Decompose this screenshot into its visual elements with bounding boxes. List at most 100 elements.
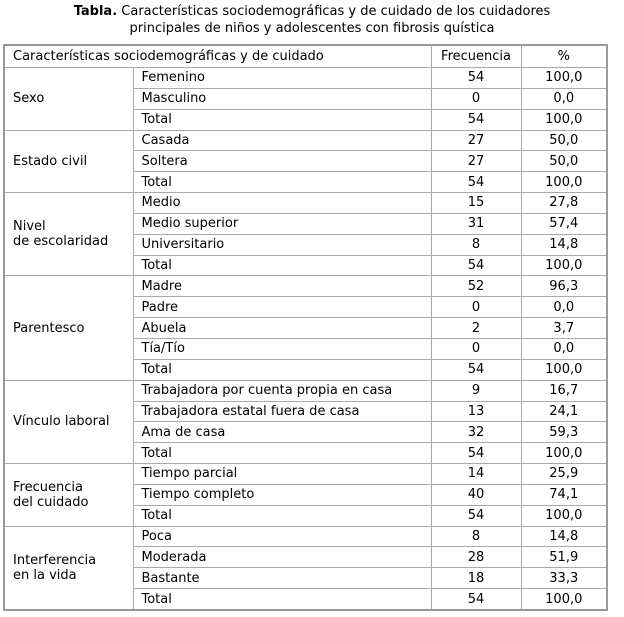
- group-cell: Nivel de escolaridad: [3, 192, 134, 277]
- data-row: Interferencia en la vida Poca 8 14,8: [3, 525, 608, 611]
- percent-cell: 100,0: [520, 358, 608, 381]
- header-cell: %: [520, 44, 608, 68]
- item-cell: Tía/Tío: [132, 337, 432, 360]
- percent-cell: 51,9: [520, 546, 608, 569]
- frequency-cell: 54: [430, 171, 522, 194]
- group-cell: Sexo: [3, 67, 134, 131]
- group-label: de escolaridad: [13, 234, 109, 250]
- data-row: Nivel de escolaridad Medio 15 27,8: [3, 192, 608, 277]
- item-cell: Moderada: [132, 546, 432, 569]
- percent-cell: 14,8: [520, 525, 608, 548]
- frequency-cell: 31: [430, 212, 522, 235]
- group-cell: Interferencia en la vida: [3, 525, 134, 611]
- percent-cell: 0,0: [520, 337, 608, 360]
- item-cell: Total: [132, 171, 432, 194]
- frequency-cell: 15: [430, 192, 522, 214]
- frequency-cell: 14: [430, 463, 522, 485]
- data-row: Parentesco Madre 52 96,3: [3, 275, 608, 381]
- frequency-cell: 54: [430, 504, 522, 527]
- title-line: principales de niños y adolescentes con …: [129, 21, 495, 36]
- item-cell: Soltera: [132, 150, 432, 173]
- item-cell: Casada: [132, 129, 432, 152]
- percent-cell: 14,8: [520, 233, 608, 256]
- percent-cell: 100,0: [520, 588, 608, 611]
- percent-cell: 27,8: [520, 192, 608, 214]
- item-cell: Tiempo parcial: [132, 463, 432, 485]
- frequency-cell: 54: [430, 67, 522, 89]
- percent-cell: 50,0: [520, 129, 608, 152]
- title-label: Tabla.: [73, 4, 118, 19]
- frequency-cell: 54: [430, 254, 522, 277]
- group-label: Nivel: [13, 219, 46, 235]
- percent-cell: 100,0: [520, 442, 608, 465]
- item-cell: Total: [132, 358, 432, 381]
- percent-cell: 33,3: [520, 567, 608, 590]
- percent-cell: 0,0: [520, 296, 608, 319]
- header-row: Características sociodemográficas y de c…: [3, 44, 608, 68]
- item-cell: Trabajadora por cuenta propia en casa: [132, 379, 432, 402]
- frequency-cell: 9: [430, 379, 522, 402]
- data-row: Total 54 100,0: [4, 171, 608, 194]
- title-text: Características sociodemográficas y de c…: [121, 4, 551, 19]
- group-cell: Estado civil: [3, 129, 134, 194]
- data-row: Bastante 18 33,3: [4, 567, 608, 590]
- percent-cell: 50,0: [520, 150, 608, 173]
- title-line: Tabla. Características sociodemográficas…: [0, 3, 624, 20]
- data-row: Soltera 27 50,0: [4, 150, 608, 173]
- frequency-cell: 8: [430, 233, 522, 256]
- item-cell: Bastante: [132, 567, 432, 590]
- frequency-cell: 32: [430, 421, 522, 444]
- frequency-cell: 27: [430, 129, 522, 152]
- percent-cell: 0,0: [520, 87, 608, 110]
- table-body: Características sociodemográficas y de c…: [3, 44, 608, 611]
- group-label: Interferencia: [13, 552, 97, 568]
- frequency-cell: 0: [430, 87, 522, 110]
- data-row: Vínculo laboral Trabajadora por cuenta pr…: [3, 379, 608, 465]
- percent-cell: 100,0: [520, 171, 608, 194]
- item-cell: Total: [132, 254, 432, 277]
- percent-cell: 16,7: [520, 379, 608, 402]
- group-cell: Frecuencia del cuidado: [3, 463, 134, 527]
- frequency-cell: 2: [430, 317, 522, 339]
- frequency-cell: 28: [430, 546, 522, 569]
- item-cell: Medio: [132, 192, 432, 214]
- frequency-cell: 8: [430, 525, 522, 548]
- percent-cell: 24,1: [520, 400, 608, 423]
- percent-cell: 100,0: [520, 108, 608, 131]
- item-cell: Madre: [132, 275, 432, 298]
- percent-cell: 3,7: [520, 317, 608, 339]
- group-cell: Vínculo laboral: [3, 379, 134, 465]
- item-cell: Universitario: [132, 233, 432, 256]
- item-cell: Ama de casa: [132, 421, 432, 444]
- group-label: Sexo: [13, 91, 45, 107]
- frequency-cell: 52: [430, 275, 522, 298]
- item-cell: Total: [132, 588, 432, 611]
- item-cell: Total: [132, 504, 432, 527]
- group-label: Vínculo laboral: [13, 414, 110, 430]
- item-cell: Trabajadora estatal fuera de casa: [132, 400, 432, 423]
- frequency-cell: 13: [430, 400, 522, 423]
- group-label: Parentesco: [13, 320, 85, 336]
- item-cell: Total: [132, 442, 432, 465]
- percent-cell: 57,4: [520, 212, 608, 235]
- group-cell: Parentesco: [3, 275, 134, 381]
- data-row: Total 54 100,0: [4, 588, 608, 611]
- data-row: Total 54 100,0: [4, 442, 608, 465]
- frequency-cell: 0: [430, 296, 522, 319]
- percent-cell: 74,1: [520, 483, 608, 506]
- table-title: Tabla. Características sociodemográficas…: [0, 0, 624, 41]
- group-label: Estado civil: [13, 153, 88, 169]
- item-cell: Medio superior: [132, 212, 432, 235]
- group-label: en la vida: [13, 567, 77, 583]
- data-table: Características sociodemográficas y de c…: [3, 44, 609, 611]
- data-row: Total 54 100,0: [4, 254, 608, 277]
- item-cell: Femenino: [132, 67, 432, 89]
- group-label: Frecuencia: [13, 479, 83, 495]
- frequency-cell: 0: [430, 337, 522, 360]
- frequency-cell: 40: [430, 483, 522, 506]
- frequency-cell: 54: [430, 358, 522, 381]
- frequency-cell: 27: [430, 150, 522, 173]
- percent-cell: 59,3: [520, 421, 608, 444]
- data-row: Sexo Femenino 54 100,0: [3, 67, 608, 131]
- percent-cell: 96,3: [520, 275, 608, 298]
